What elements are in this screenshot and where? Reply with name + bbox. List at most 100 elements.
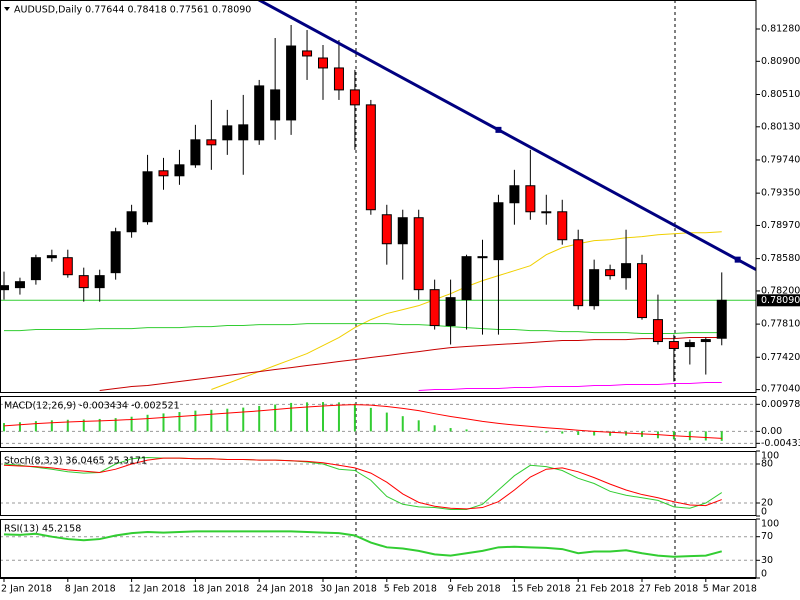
- candle-body: [477, 256, 488, 259]
- candle-body: [637, 263, 647, 319]
- candle-body: [397, 217, 408, 245]
- panel: [0, 0, 756, 392]
- trendline-anchor: [734, 256, 741, 263]
- candle-body: [286, 45, 297, 121]
- y-tick-label: 100: [761, 451, 779, 462]
- candle-body: [78, 275, 89, 289]
- x-tick-label: 2 Jan 2018: [1, 584, 52, 595]
- panel-title: MACD(12,26,9) -0.003434 -0.002521: [4, 401, 180, 412]
- signal-line: [3, 404, 722, 439]
- y-tick-label: 0.80900: [761, 56, 800, 67]
- y-tick-label: 0.77420: [761, 352, 800, 363]
- panel-border: [0, 396, 757, 448]
- candle-body: [573, 239, 584, 307]
- y-tick-label: 30: [761, 555, 773, 566]
- candle-body: [94, 275, 105, 289]
- y-tick-label: 20: [761, 498, 773, 509]
- candle-body: [142, 171, 153, 223]
- symbol-icon: [4, 7, 10, 11]
- y-tick-label: 70: [761, 531, 773, 542]
- y-tick-label: 0.78200: [761, 285, 800, 296]
- y-tick-label: 0.78580: [761, 253, 800, 264]
- trendline-anchor: [495, 126, 502, 133]
- candle-body: [557, 211, 568, 241]
- candle-body: [270, 89, 281, 121]
- y-tick-label: 100: [761, 519, 779, 530]
- y-tick-label: 0.79350: [761, 188, 800, 199]
- candle-body: [110, 231, 121, 274]
- y-tick-label: 0.79740: [761, 154, 800, 165]
- panel: [0, 402, 756, 444]
- candle-body: [541, 211, 552, 214]
- y-tick-label: 0.81280: [761, 24, 800, 35]
- y-tick-label: 0.80130: [761, 121, 800, 132]
- candle-body: [525, 185, 536, 213]
- indicator-line: [3, 530, 723, 558]
- price-label-box: [757, 294, 800, 307]
- candle-body: [668, 341, 679, 350]
- candle-body: [158, 170, 169, 177]
- candle-body: [509, 185, 520, 204]
- trendline: [255, 0, 756, 271]
- panel: [0, 530, 756, 561]
- panel-title: RSI(13) 45.2158: [4, 524, 81, 535]
- y-tick-label: 0.77810: [761, 319, 800, 330]
- candle-body: [206, 139, 217, 146]
- candle-body: [461, 256, 472, 301]
- candle-body: [318, 57, 328, 69]
- candle-body: [222, 125, 233, 141]
- indicator-line: [3, 457, 722, 510]
- x-tick-label: 15 Feb 2018: [511, 584, 570, 595]
- candle-body: [445, 297, 456, 327]
- moving-average: [418, 382, 722, 392]
- candle-body: [126, 211, 137, 233]
- panel: [0, 456, 756, 510]
- candle-body: [589, 269, 600, 307]
- panel-title: Stoch(8,3,3) 36.0465 25.3171: [4, 456, 147, 467]
- x-tick-label: 24 Jan 2018: [256, 584, 313, 595]
- y-tick-label: 0.77040: [761, 384, 800, 395]
- x-tick-label: 5 Mar 2018: [703, 584, 757, 595]
- y-tick-label: 80: [761, 459, 773, 470]
- y-tick-label: 0.80510: [761, 89, 800, 100]
- moving-average: [99, 337, 722, 392]
- candle-body: [62, 257, 73, 276]
- candle-body: [254, 85, 265, 141]
- candle-body: [190, 139, 201, 166]
- candle-body: [652, 319, 663, 343]
- y-tick-label: 0.78970: [761, 220, 800, 231]
- candle-body: [716, 299, 727, 339]
- panel-border: [0, 451, 757, 516]
- x-tick-label: 12 Jan 2018: [129, 584, 186, 595]
- candle-body: [0, 285, 9, 291]
- panel-border: [0, 519, 757, 578]
- candle-body: [14, 281, 25, 289]
- candle-body: [365, 104, 376, 211]
- x-tick-label: 9 Feb 2018: [448, 584, 501, 595]
- x-tick-label: 8 Jan 2018: [65, 584, 116, 595]
- x-tick-label: 18 Jan 2018: [192, 584, 249, 595]
- panel-border: [0, 0, 757, 393]
- y-tick-label: 0.009789: [761, 399, 800, 410]
- x-tick-label: 21 Feb 2018: [575, 584, 634, 595]
- x-tick-label: 30 Jan 2018: [320, 584, 377, 595]
- candle-body: [381, 214, 392, 245]
- candle-body: [684, 342, 695, 348]
- indicator-line: [3, 456, 723, 510]
- x-tick-label: 27 Feb 2018: [639, 584, 698, 595]
- candle-body: [429, 289, 440, 327]
- price-label: 0.78090: [761, 295, 800, 306]
- candle-body: [30, 257, 41, 281]
- candle-body: [413, 217, 424, 291]
- y-tick-label: 0.00: [761, 426, 782, 437]
- y-tick-label: 0: [761, 507, 767, 518]
- x-tick-label: 5 Feb 2018: [384, 584, 437, 595]
- candle-body: [302, 50, 313, 57]
- moving-average: [4, 323, 722, 335]
- candle-body: [700, 339, 711, 343]
- candle-body: [333, 67, 344, 91]
- candle-body: [46, 255, 57, 259]
- candle-body: [493, 202, 504, 261]
